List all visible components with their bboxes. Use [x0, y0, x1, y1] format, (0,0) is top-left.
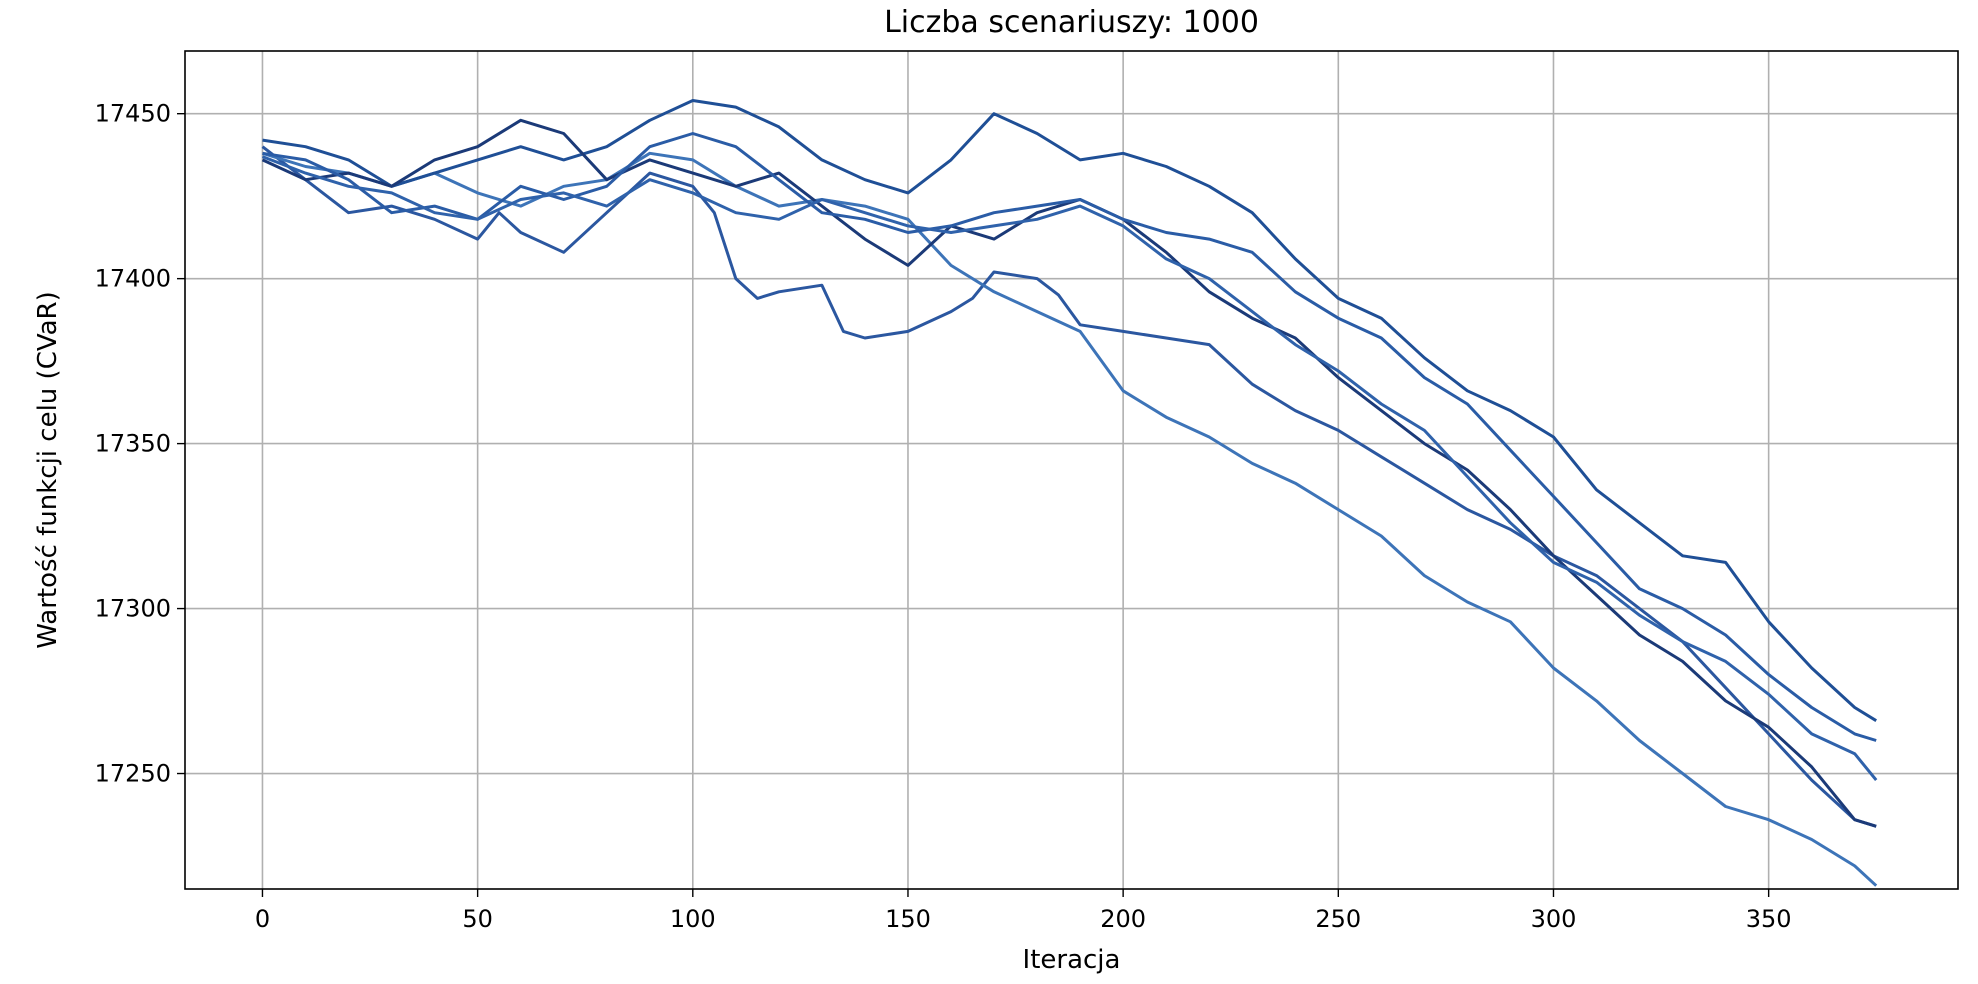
y-tick-label: 17300	[95, 595, 171, 623]
y-tick-label: 17450	[95, 100, 171, 128]
series-line-5	[262, 132, 1877, 742]
plot-frame	[184, 50, 1959, 890]
series-lines	[261, 99, 1878, 887]
chart-title: Liczba scenariuszy: 1000	[884, 5, 1259, 40]
x-axis-label: Iteracja	[1023, 945, 1121, 975]
x-tick-label: 100	[670, 905, 716, 933]
x-tick-label: 150	[885, 905, 931, 933]
x-tick-label: 250	[1315, 905, 1361, 933]
y-axis-label: Wartość funkcji celu (CVaR)	[33, 291, 63, 649]
x-tick-label: 350	[1746, 905, 1792, 933]
x-tick-label: 300	[1531, 905, 1577, 933]
x-tick-label: 50	[462, 905, 493, 933]
x-tick-label: 0	[255, 905, 270, 933]
y-tick-label: 17250	[95, 760, 171, 788]
series-line-3	[262, 99, 1877, 722]
series-line-1	[261, 145, 1877, 828]
axis-ticks: 0 50 100 150 200 250 300 350 17250 17300 17350 1740…	[95, 100, 1792, 933]
y-tick-label: 17400	[95, 265, 171, 293]
series-line-2	[262, 151, 1878, 887]
grid-lines	[185, 51, 1958, 889]
y-tick-label: 17350	[95, 430, 171, 458]
series-line-6	[261, 155, 1878, 782]
x-tick-label: 200	[1100, 905, 1146, 933]
